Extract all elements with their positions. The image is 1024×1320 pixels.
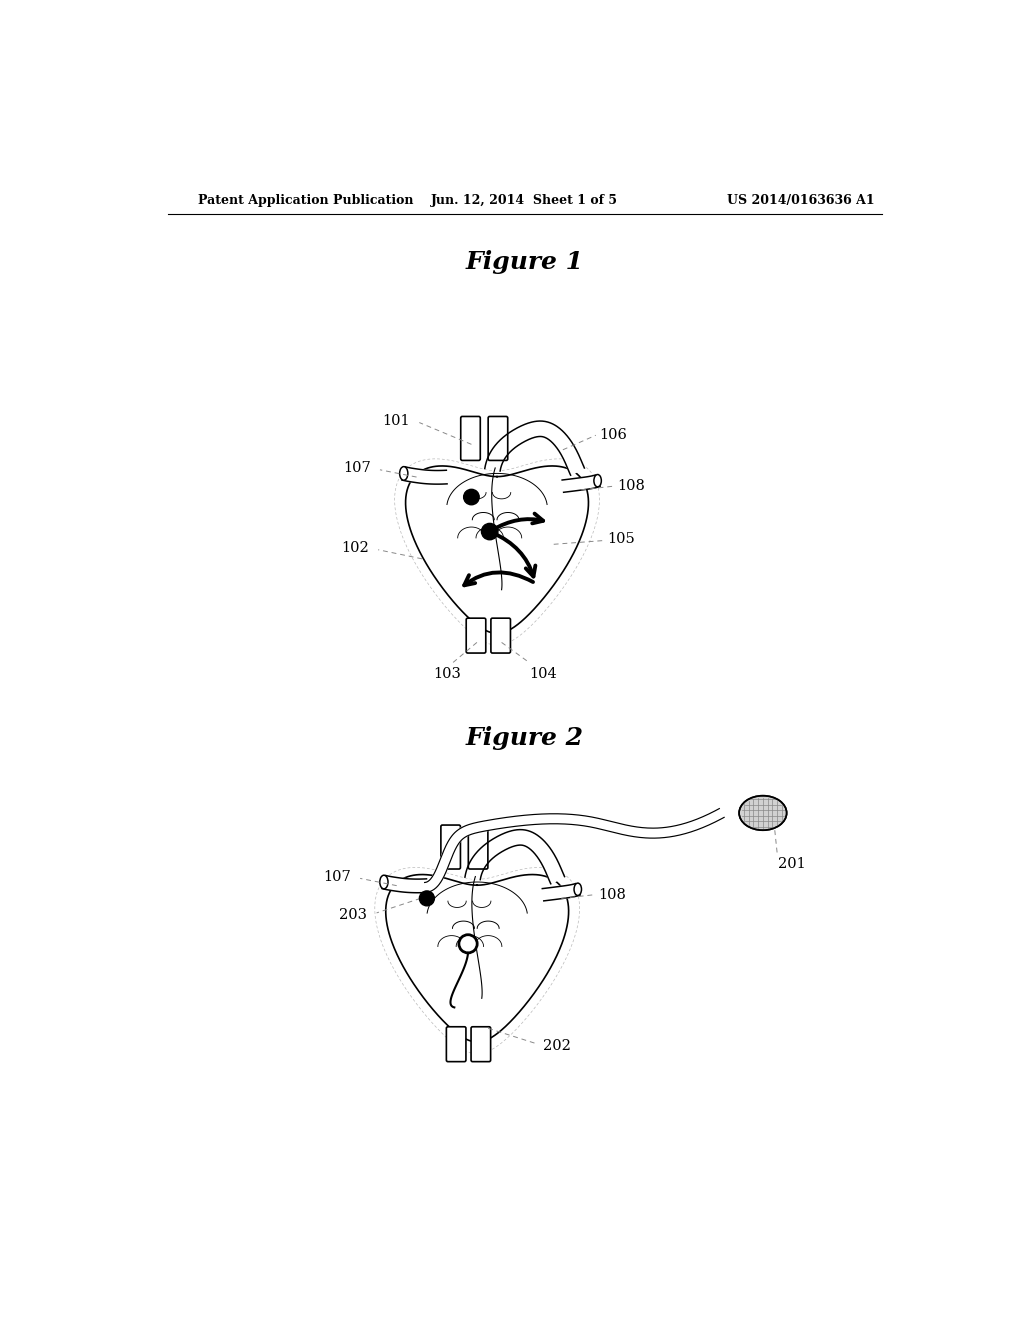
Ellipse shape bbox=[399, 466, 408, 480]
Polygon shape bbox=[401, 467, 447, 484]
FancyBboxPatch shape bbox=[490, 618, 510, 653]
Polygon shape bbox=[543, 883, 581, 900]
FancyBboxPatch shape bbox=[466, 618, 485, 653]
FancyBboxPatch shape bbox=[446, 1027, 466, 1061]
Text: 108: 108 bbox=[598, 888, 626, 902]
Polygon shape bbox=[425, 809, 724, 892]
FancyBboxPatch shape bbox=[471, 1027, 490, 1061]
Polygon shape bbox=[382, 875, 427, 892]
Text: 104: 104 bbox=[528, 667, 557, 681]
Polygon shape bbox=[386, 875, 568, 1041]
Ellipse shape bbox=[574, 883, 582, 895]
Polygon shape bbox=[406, 466, 589, 634]
Circle shape bbox=[420, 891, 434, 906]
Circle shape bbox=[459, 935, 477, 953]
Text: Figure 2: Figure 2 bbox=[466, 726, 584, 750]
Text: 102: 102 bbox=[341, 541, 369, 554]
Text: Patent Application Publication: Patent Application Publication bbox=[198, 194, 414, 207]
Text: 201: 201 bbox=[778, 858, 806, 871]
Text: 107: 107 bbox=[324, 870, 351, 883]
Text: 106: 106 bbox=[599, 428, 628, 442]
Text: 103: 103 bbox=[433, 667, 461, 681]
Ellipse shape bbox=[380, 875, 388, 888]
Polygon shape bbox=[465, 829, 564, 884]
Text: 101: 101 bbox=[383, 413, 411, 428]
FancyBboxPatch shape bbox=[488, 416, 508, 461]
FancyBboxPatch shape bbox=[468, 825, 487, 869]
Text: Jun. 12, 2014  Sheet 1 of 5: Jun. 12, 2014 Sheet 1 of 5 bbox=[431, 194, 618, 207]
Text: US 2014/0163636 A1: US 2014/0163636 A1 bbox=[727, 194, 876, 207]
Polygon shape bbox=[562, 475, 600, 492]
Polygon shape bbox=[484, 421, 585, 475]
Circle shape bbox=[464, 490, 479, 504]
Text: 105: 105 bbox=[607, 532, 635, 546]
Text: Figure 1: Figure 1 bbox=[466, 251, 584, 275]
Ellipse shape bbox=[594, 474, 601, 487]
Text: 107: 107 bbox=[343, 461, 371, 475]
FancyBboxPatch shape bbox=[441, 825, 461, 869]
Text: 108: 108 bbox=[617, 479, 645, 494]
FancyBboxPatch shape bbox=[461, 416, 480, 461]
Text: 203: 203 bbox=[339, 908, 368, 921]
Circle shape bbox=[481, 524, 498, 540]
Ellipse shape bbox=[739, 796, 786, 830]
Text: 202: 202 bbox=[543, 1039, 571, 1053]
